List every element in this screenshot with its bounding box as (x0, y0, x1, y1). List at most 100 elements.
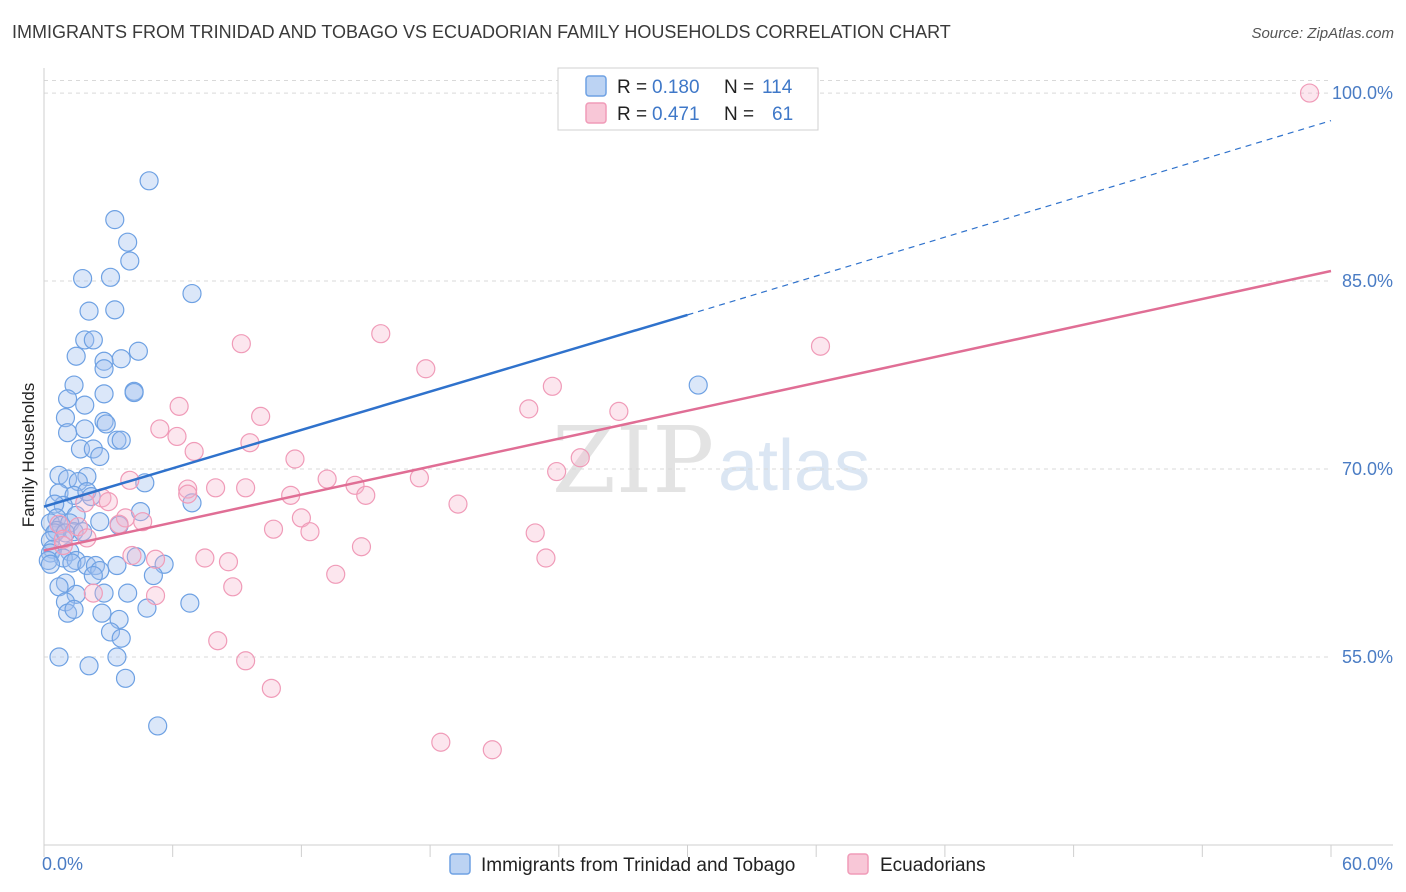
ecuadorian-point (169, 396, 189, 416)
trinidad-point (180, 593, 200, 613)
trinidad-point (105, 210, 125, 230)
trinidad-point (94, 583, 114, 603)
trinidad-point (118, 232, 138, 252)
ecuadorian-point (206, 478, 226, 498)
trinidad-point (75, 395, 95, 415)
trinidad-point (49, 647, 69, 667)
legend-bottom: Immigrants from Trinidad and Tobago Ecua… (449, 853, 986, 876)
trinidad-point (94, 359, 114, 379)
trinidad-point (62, 553, 82, 573)
legend-pink-r-label: R = (617, 104, 647, 125)
trinidad-point (128, 341, 148, 361)
trinidad-point (107, 647, 127, 667)
chart-title: IMMIGRANTS FROM TRINIDAD AND TOBAGO VS E… (12, 22, 951, 42)
trinidad-point (115, 668, 136, 688)
ecuadorian-point (525, 523, 545, 543)
trinidad-point (55, 408, 76, 428)
trinidad-point (182, 283, 202, 304)
trend-lines (43, 120, 1332, 552)
ecuadorian-point (150, 419, 170, 439)
legend-blue-n-label: N = (724, 77, 754, 98)
trinidad-point (100, 622, 121, 642)
trinidad-point (96, 414, 116, 434)
ecuadorian-point (167, 426, 187, 447)
trinidad-point (94, 351, 114, 371)
trinidad-point (90, 560, 110, 581)
ecuadorian-point (542, 376, 562, 396)
legend-blue-swatch (585, 75, 607, 97)
legend-bottom-pink-label: Ecuadorians (880, 855, 986, 876)
legend-bottom-blue-swatch (449, 853, 471, 875)
ecuadorian-point (448, 494, 468, 514)
ecuadorian-point (1299, 83, 1320, 103)
legend-pink-n-label: N = (724, 104, 754, 125)
trinidad-point (40, 554, 61, 574)
ecuadorian-point (431, 732, 451, 752)
trinidad-point (148, 716, 168, 736)
ecuadorian-point (416, 359, 436, 379)
trinidad-point (139, 171, 159, 191)
ecuadorian-point (291, 508, 311, 528)
trinidad-point (66, 346, 86, 366)
ecuadorian-point (371, 324, 391, 344)
trinidad-point (120, 251, 140, 271)
legend-pink-swatch (585, 102, 607, 124)
ecuadorian-point (609, 401, 629, 421)
trinidad-point (64, 599, 84, 619)
ecuadorian-point (178, 479, 198, 499)
trinidad-point (100, 267, 121, 287)
y-tick-label: 100.0% (1332, 83, 1393, 103)
trinidad-point (83, 565, 103, 586)
legend-top: R = 0.180 N = 114 R = 0.471 N = 61 (557, 67, 819, 131)
y-axis-label: Family Households (19, 383, 38, 528)
x-tick-label-left: 0.0% (42, 854, 83, 874)
trinidad-point (79, 301, 99, 321)
trinidad-point (83, 439, 103, 459)
trinidad-point (111, 430, 131, 450)
watermark-atlas: atlas (718, 426, 870, 506)
y-tick-labels: 55.0% 70.0% 85.0% 100.0% (1332, 83, 1393, 667)
ecuadorian-point (261, 678, 281, 698)
ecuadorian-point (178, 484, 198, 504)
trinidad-trend-line (43, 313, 688, 508)
ecuadorian-point (356, 485, 376, 505)
ecuadorian-point (570, 448, 590, 468)
ecuadorian-point (236, 651, 256, 671)
ecuadorian-point (810, 336, 831, 356)
trinidad-point (688, 375, 708, 395)
ecuadorian-point (77, 528, 97, 548)
legend-pink-r-value: 0.471 (652, 104, 700, 125)
ecuadorian-point (122, 545, 142, 566)
axes (43, 68, 1393, 857)
ecuadorian-point (231, 334, 251, 354)
trinidad-point (107, 430, 127, 450)
ecuadorian-point (195, 548, 215, 568)
ecuadorian-point (251, 406, 271, 426)
legend-blue-n-value: 114 (762, 77, 793, 98)
y-tick-label: 85.0% (1342, 271, 1393, 291)
ecuadorian-point (263, 519, 284, 539)
grid-lines (44, 80, 1331, 658)
trinidad-point (94, 411, 114, 432)
ecuadorian-point (109, 514, 129, 534)
source-text: Source: ZipAtlas.com (1251, 25, 1394, 42)
ecuadorian-point (98, 492, 118, 512)
trinidad-trend-extension (687, 120, 1332, 316)
trinidad-point (111, 628, 131, 648)
x-tick-labels: 0.0% 60.0% (42, 854, 1393, 874)
trinidad-point (118, 583, 138, 603)
legend-blue-r-label: R = (617, 77, 647, 98)
ecuadorian-point (326, 564, 346, 584)
legend-blue-r-value: 0.180 (652, 77, 700, 98)
ecuadorian-point (236, 478, 256, 498)
trinidad-point (124, 382, 144, 403)
ecuadorian-point (300, 522, 320, 542)
ecuadorian-point (83, 583, 103, 603)
trinidad-point (83, 330, 103, 350)
ecuadorian-point (145, 586, 166, 606)
trinidad-point (90, 446, 110, 467)
ecuadorian-point (519, 399, 539, 419)
trinidad-point (92, 603, 112, 623)
ecuadorian-point (536, 548, 556, 568)
trinidad-point (57, 423, 78, 443)
